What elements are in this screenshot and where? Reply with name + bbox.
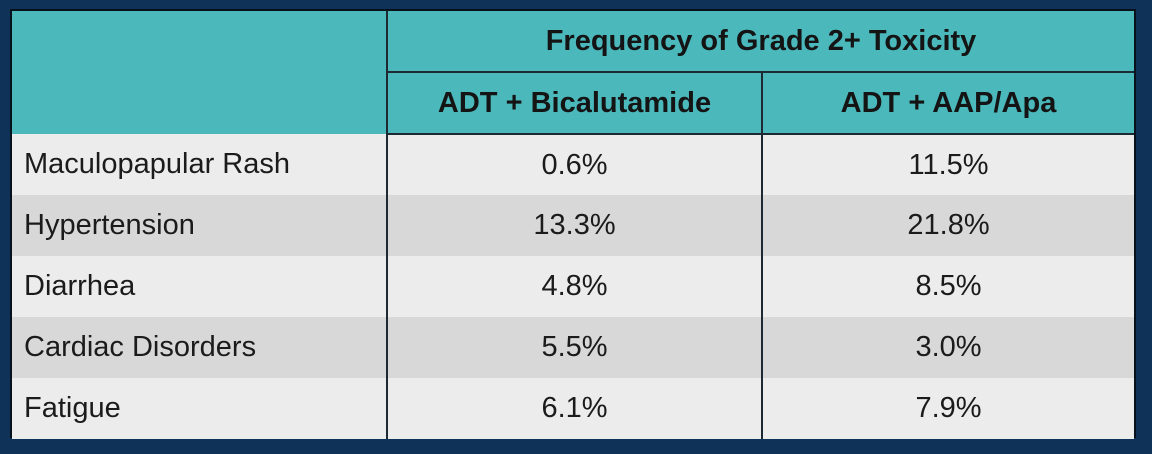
row-label: Hypertension (12, 195, 388, 256)
row-value-bicalutamide: 5.5% (387, 317, 763, 378)
table-row: Maculopapular Rash 0.6% 11.5% (12, 134, 1135, 195)
column-header-aap-apa: ADT + AAP/Apa (762, 72, 1135, 135)
header-row-group: Frequency of Grade 2+ Toxicity (12, 11, 1135, 134)
group-header: Frequency of Grade 2+ Toxicity (387, 11, 1135, 73)
row-value-aap-apa: 8.5% (762, 256, 1135, 317)
corner-header-cell (12, 11, 388, 134)
row-value-bicalutamide: 4.8% (387, 256, 763, 317)
row-label: Diarrhea (12, 256, 388, 317)
row-label: Maculopapular Rash (12, 134, 388, 195)
row-value-bicalutamide: 13.3% (387, 195, 763, 256)
table-row: Hypertension 13.3% 21.8% (12, 195, 1135, 256)
row-value-aap-apa: 7.9% (762, 378, 1135, 439)
table-row: Fatigue 6.1% 7.9% (12, 378, 1135, 439)
row-value-aap-apa: 11.5% (762, 134, 1135, 195)
row-label: Cardiac Disorders (12, 317, 388, 378)
row-value-bicalutamide: 0.6% (387, 134, 763, 195)
toxicity-table: Frequency of Grade 2+ Toxicity ADT + Bic… (12, 11, 1135, 439)
row-value-bicalutamide: 6.1% (387, 378, 763, 439)
row-label: Fatigue (12, 378, 388, 439)
row-value-aap-apa: 21.8% (762, 195, 1135, 256)
column-header-bicalutamide: ADT + Bicalutamide (387, 72, 763, 135)
row-value-aap-apa: 3.0% (762, 317, 1135, 378)
toxicity-table-frame: Frequency of Grade 2+ Toxicity ADT + Bic… (10, 9, 1136, 439)
header-row-columns: ADT + Bicalutamide ADT + AAP/Apa (12, 72, 1135, 135)
table-row: Cardiac Disorders 5.5% 3.0% (12, 317, 1135, 378)
table-row: Diarrhea 4.8% 8.5% (12, 256, 1135, 317)
